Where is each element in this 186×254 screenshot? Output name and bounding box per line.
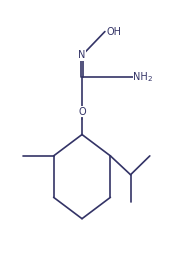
Text: 2: 2 bbox=[147, 76, 152, 82]
Text: NH: NH bbox=[133, 72, 148, 82]
Text: O: O bbox=[78, 107, 86, 117]
Text: OH: OH bbox=[107, 26, 122, 37]
Text: N: N bbox=[78, 50, 86, 60]
